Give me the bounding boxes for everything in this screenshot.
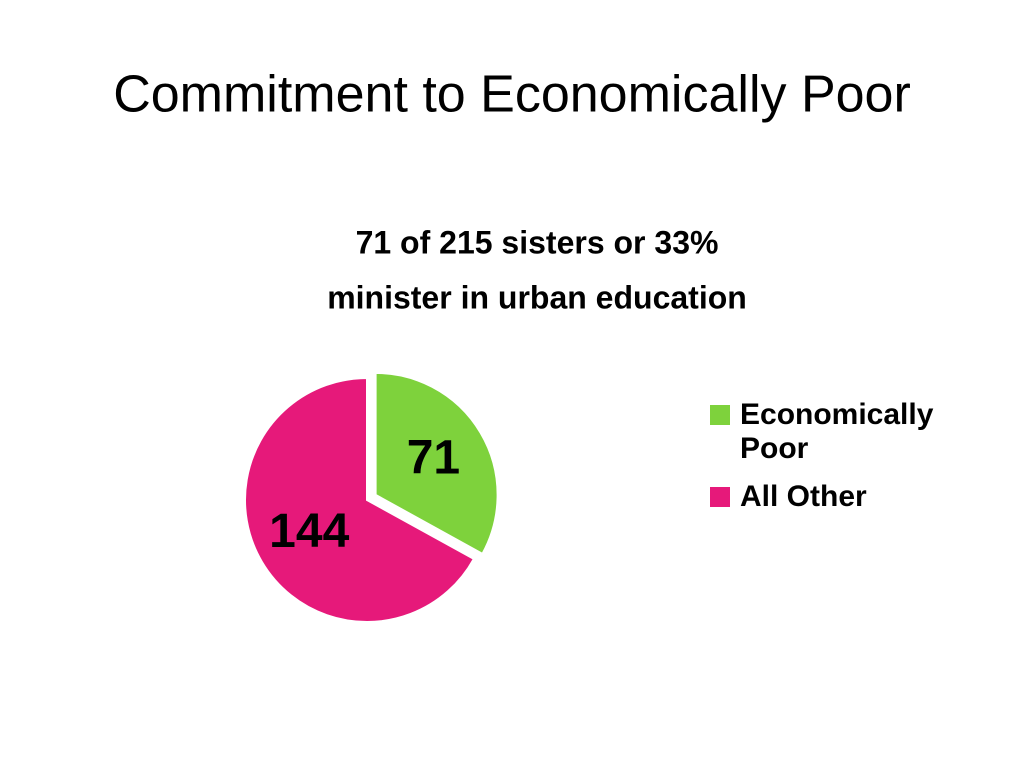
data-label: 71	[407, 431, 460, 484]
slide-title: Commitment to Economically Poor	[113, 66, 911, 124]
chart-subtitle: 71 of 215 sisters or 33%	[356, 224, 719, 260]
legend-label: Economically Poor	[740, 398, 934, 465]
legend-swatch	[710, 405, 730, 425]
legend-label: All Other	[740, 480, 867, 513]
pie-slice	[244, 376, 476, 623]
legend-swatch	[710, 487, 730, 507]
legend-item: All Other	[710, 480, 980, 514]
pie-slice	[374, 371, 499, 556]
legend-item: Economically Poor	[710, 398, 980, 466]
legend: Economically Poor All Other	[710, 398, 980, 528]
chart-subtitle: minister in urban education	[327, 279, 747, 315]
data-label: 144	[269, 505, 349, 558]
